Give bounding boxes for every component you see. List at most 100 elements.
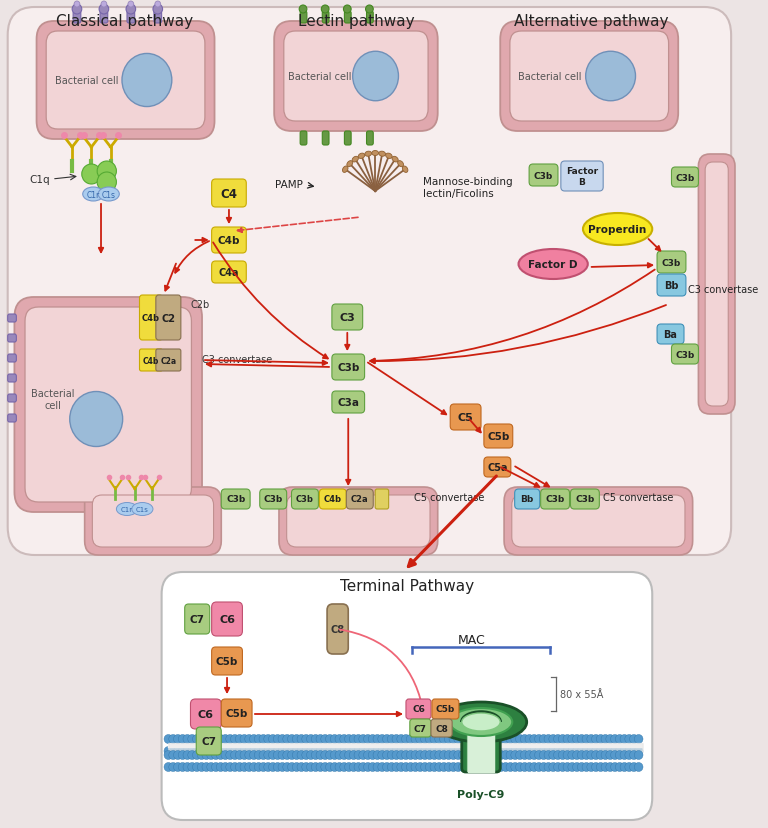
Circle shape: [549, 747, 558, 756]
Circle shape: [473, 763, 482, 772]
Circle shape: [535, 734, 543, 744]
Circle shape: [306, 747, 315, 756]
Circle shape: [568, 734, 577, 744]
Circle shape: [293, 763, 301, 772]
Circle shape: [300, 6, 307, 14]
Circle shape: [354, 763, 362, 772]
Circle shape: [321, 734, 329, 744]
Circle shape: [254, 763, 263, 772]
Text: Bacterial cell: Bacterial cell: [55, 76, 118, 86]
Ellipse shape: [117, 503, 137, 516]
Ellipse shape: [353, 157, 359, 163]
Circle shape: [235, 747, 244, 756]
Circle shape: [549, 751, 558, 759]
Circle shape: [568, 751, 577, 759]
Circle shape: [392, 734, 401, 744]
Circle shape: [525, 763, 534, 772]
Text: C5 convertase: C5 convertase: [414, 493, 484, 503]
Text: C3b: C3b: [296, 495, 314, 504]
Circle shape: [601, 751, 610, 759]
Circle shape: [354, 747, 362, 756]
Circle shape: [74, 2, 80, 8]
Circle shape: [269, 747, 277, 756]
Circle shape: [164, 751, 173, 759]
Text: Ba: Ba: [664, 330, 677, 339]
Circle shape: [634, 734, 643, 744]
Circle shape: [306, 763, 315, 772]
Circle shape: [530, 747, 538, 756]
Circle shape: [326, 763, 334, 772]
Circle shape: [207, 763, 216, 772]
Circle shape: [283, 763, 291, 772]
Circle shape: [316, 751, 325, 759]
Circle shape: [468, 751, 477, 759]
Ellipse shape: [83, 188, 104, 202]
Circle shape: [259, 747, 268, 756]
Circle shape: [625, 747, 634, 756]
Ellipse shape: [365, 152, 372, 157]
Circle shape: [183, 734, 192, 744]
Text: C2b: C2b: [190, 300, 210, 310]
Circle shape: [506, 734, 515, 744]
Ellipse shape: [398, 161, 403, 167]
Circle shape: [578, 751, 586, 759]
Circle shape: [193, 763, 201, 772]
Circle shape: [230, 747, 239, 756]
Circle shape: [278, 751, 286, 759]
FancyBboxPatch shape: [292, 489, 319, 509]
Circle shape: [425, 763, 434, 772]
Circle shape: [339, 734, 349, 744]
Circle shape: [415, 734, 425, 744]
FancyBboxPatch shape: [46, 32, 205, 130]
Circle shape: [558, 751, 567, 759]
Text: C4: C4: [220, 187, 237, 200]
Circle shape: [521, 763, 529, 772]
Circle shape: [525, 734, 534, 744]
Circle shape: [250, 751, 258, 759]
Circle shape: [615, 734, 624, 744]
Text: Bacterial
cell: Bacterial cell: [31, 388, 74, 411]
FancyBboxPatch shape: [344, 12, 351, 24]
Circle shape: [373, 751, 382, 759]
FancyBboxPatch shape: [344, 132, 351, 146]
Ellipse shape: [353, 52, 399, 102]
Circle shape: [615, 751, 624, 759]
Circle shape: [197, 734, 206, 744]
Circle shape: [587, 751, 595, 759]
Circle shape: [554, 734, 562, 744]
Circle shape: [339, 747, 349, 756]
Circle shape: [487, 751, 495, 759]
Circle shape: [283, 747, 291, 756]
Circle shape: [382, 747, 391, 756]
FancyBboxPatch shape: [450, 405, 481, 431]
Ellipse shape: [379, 152, 386, 157]
Circle shape: [273, 747, 282, 756]
Circle shape: [625, 734, 634, 744]
Circle shape: [293, 751, 301, 759]
FancyBboxPatch shape: [279, 488, 438, 556]
Circle shape: [202, 751, 210, 759]
Circle shape: [634, 763, 643, 772]
Circle shape: [378, 763, 386, 772]
Circle shape: [169, 751, 177, 759]
FancyBboxPatch shape: [212, 180, 247, 208]
FancyBboxPatch shape: [657, 252, 686, 274]
Circle shape: [492, 751, 501, 759]
Text: C3b: C3b: [675, 173, 694, 182]
Circle shape: [392, 763, 401, 772]
Circle shape: [359, 763, 367, 772]
Circle shape: [164, 747, 173, 756]
Text: C3b: C3b: [662, 258, 681, 267]
Ellipse shape: [347, 161, 353, 167]
Circle shape: [630, 763, 638, 772]
FancyBboxPatch shape: [8, 394, 16, 402]
Ellipse shape: [518, 250, 588, 280]
Circle shape: [549, 763, 558, 772]
Circle shape: [321, 6, 329, 14]
FancyBboxPatch shape: [346, 489, 373, 509]
FancyBboxPatch shape: [140, 349, 163, 372]
FancyBboxPatch shape: [84, 488, 221, 556]
Circle shape: [535, 747, 543, 756]
Circle shape: [411, 763, 420, 772]
Circle shape: [387, 763, 396, 772]
